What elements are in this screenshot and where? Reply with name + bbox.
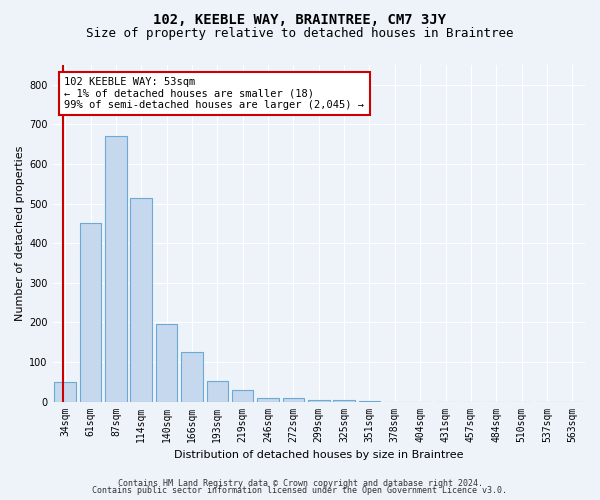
Bar bbox=[130, 198, 152, 402]
Bar bbox=[80, 224, 101, 402]
Bar bbox=[283, 398, 304, 402]
Text: 102 KEEBLE WAY: 53sqm
← 1% of detached houses are smaller (18)
99% of semi-detac: 102 KEEBLE WAY: 53sqm ← 1% of detached h… bbox=[64, 77, 364, 110]
Y-axis label: Number of detached properties: Number of detached properties bbox=[15, 146, 25, 321]
Text: Contains public sector information licensed under the Open Government Licence v3: Contains public sector information licen… bbox=[92, 486, 508, 495]
Bar bbox=[105, 136, 127, 402]
X-axis label: Distribution of detached houses by size in Braintree: Distribution of detached houses by size … bbox=[174, 450, 464, 460]
Bar bbox=[55, 382, 76, 402]
Bar bbox=[334, 400, 355, 402]
Bar bbox=[232, 390, 253, 402]
Text: Size of property relative to detached houses in Braintree: Size of property relative to detached ho… bbox=[86, 28, 514, 40]
Text: Contains HM Land Registry data © Crown copyright and database right 2024.: Contains HM Land Registry data © Crown c… bbox=[118, 478, 482, 488]
Bar bbox=[206, 381, 228, 402]
Bar bbox=[308, 400, 329, 402]
Bar bbox=[257, 398, 279, 402]
Bar bbox=[181, 352, 203, 402]
Text: 102, KEEBLE WAY, BRAINTREE, CM7 3JY: 102, KEEBLE WAY, BRAINTREE, CM7 3JY bbox=[154, 12, 446, 26]
Bar bbox=[156, 324, 178, 402]
